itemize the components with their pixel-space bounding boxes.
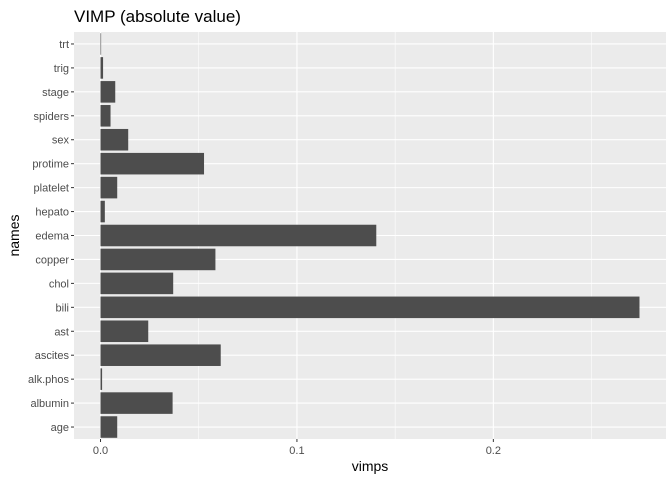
x-tick-label: 0.2 bbox=[486, 445, 501, 457]
y-tick-label: platelet bbox=[34, 183, 69, 195]
y-axis-ticks: age albumin alk.phos ascites ast bili chol copp… bbox=[28, 39, 74, 434]
bar-hepato bbox=[100, 200, 105, 223]
bar-platelet bbox=[100, 176, 118, 199]
x-tick-label: 0.0 bbox=[93, 445, 108, 457]
x-tick-label: 0.1 bbox=[289, 445, 304, 457]
bar-age bbox=[100, 416, 118, 438]
bar-bili bbox=[100, 296, 640, 319]
bar-albumin bbox=[100, 392, 173, 414]
bar-trig bbox=[100, 57, 104, 79]
bar-trt bbox=[100, 33, 102, 55]
y-tick-label: trt bbox=[59, 39, 69, 51]
y-tick-label: alk.phos bbox=[28, 374, 69, 386]
y-tick-label: protime bbox=[32, 159, 69, 171]
bar-edema bbox=[100, 224, 377, 247]
y-tick-label: ascites bbox=[35, 350, 70, 362]
bar-stage bbox=[100, 81, 116, 103]
y-tick-label: chol bbox=[49, 278, 69, 290]
y-tick-label: stage bbox=[42, 87, 69, 99]
y-tick-label: hepato bbox=[35, 207, 69, 219]
y-tick-label: spiders bbox=[34, 111, 70, 123]
bars bbox=[100, 33, 640, 438]
bar-spiders bbox=[100, 105, 111, 127]
bar-chol bbox=[100, 272, 174, 295]
y-tick-label: trig bbox=[54, 63, 69, 75]
bar-ast bbox=[100, 320, 149, 343]
x-axis-title: vimps bbox=[352, 458, 389, 474]
y-axis-title: names bbox=[6, 214, 22, 256]
y-tick-label: ast bbox=[54, 326, 69, 338]
y-tick-label: age bbox=[51, 422, 69, 434]
x-axis-ticks: 0.0 0.1 0.2 bbox=[93, 439, 501, 457]
y-tick-label: copper bbox=[35, 254, 69, 266]
y-tick-label: albumin bbox=[30, 398, 69, 410]
y-tick-label: bili bbox=[56, 302, 69, 314]
bar-copper bbox=[100, 248, 216, 271]
y-tick-label: sex bbox=[52, 135, 70, 147]
bar-sex bbox=[100, 128, 129, 151]
bar-alk.phos bbox=[100, 368, 103, 390]
chart-title: VIMP (absolute value) bbox=[74, 7, 241, 26]
y-tick-label: edema bbox=[35, 231, 70, 243]
bar-ascites bbox=[100, 344, 221, 366]
bar-protime bbox=[100, 152, 205, 175]
